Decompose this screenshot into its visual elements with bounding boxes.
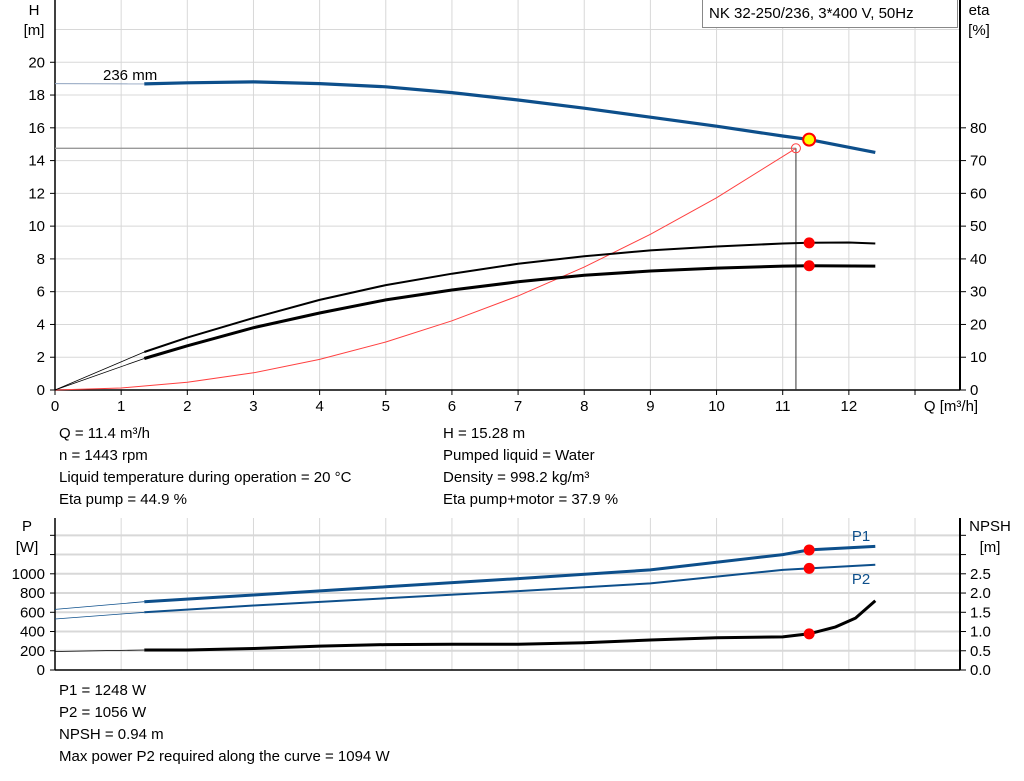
info-temperature: Liquid temperature during operation = 20…: [59, 469, 352, 486]
y-axis-label-unit: [W]: [16, 539, 39, 556]
info-bottom: P1 = 1248 W P2 = 1056 W NPSH = 0.94 m Ma…: [59, 680, 390, 768]
system-curve: [54, 147, 797, 391]
y-tick-label: 800: [20, 585, 45, 602]
y2-tick-label: 10: [970, 349, 987, 366]
y-axis-label-unit: [m]: [24, 22, 45, 39]
y2-axis-label-unit: [m]: [980, 539, 1001, 556]
eta-pump-motor-duty-marker: [803, 260, 815, 272]
eta-pump-motor-curve-extrapolated: [54, 358, 145, 391]
y-tick-label: 8: [37, 251, 45, 268]
y2-tick-label: 0: [970, 382, 978, 399]
eta-pump-duty-marker: [803, 237, 815, 249]
x-tick-label: 3: [249, 398, 257, 415]
y-axis-label-p: P: [22, 518, 32, 535]
info-density: Density = 998.2 kg/m³: [443, 469, 590, 486]
npsh-duty-marker: [803, 628, 815, 640]
y2-tick-label: 30: [970, 284, 987, 301]
npsh-curve: [144, 599, 877, 652]
y-tick-label: 400: [20, 624, 45, 641]
duty-point-marker: [802, 132, 817, 147]
y-tick-label: 4: [37, 316, 45, 333]
system-intersection-marker: [790, 143, 801, 154]
x-tick-label: 11: [775, 398, 791, 415]
x-tick-label: 2: [183, 398, 191, 415]
chart-title: NK 32-250/236, 3*400 V, 50Hz: [702, 0, 958, 28]
y2-tick-label: 20: [970, 316, 987, 333]
y2-tick-label: 80: [970, 120, 987, 137]
y2-tick-label: 1.5: [970, 604, 991, 621]
p1-duty-marker: [803, 544, 815, 556]
x-tick-label: 10: [708, 398, 725, 415]
y2-axis-label-eta: eta: [969, 2, 991, 19]
y2-tick-label: 70: [970, 153, 987, 170]
y-tick-label: 200: [20, 643, 45, 660]
y-tick-label: 600: [20, 604, 45, 621]
y-tick-label: 14: [28, 153, 45, 170]
y-tick-label: 1000: [12, 566, 45, 583]
x-tick-label: 1: [117, 398, 125, 415]
y2-tick-label: 0.5: [970, 643, 991, 660]
y2-tick-label: 50: [970, 218, 987, 235]
y-tick-label: 20: [28, 54, 45, 71]
p2-duty-marker: [803, 562, 815, 574]
x-axis-label: Q [m³/h]: [924, 398, 978, 415]
x-tick-label: 0: [51, 398, 59, 415]
x-tick-label: 4: [315, 398, 323, 415]
y2-tick-label: 2.0: [970, 585, 991, 602]
info-left: Q = 11.4 m³/h n = 1443 rpm Liquid temper…: [59, 423, 351, 511]
y-tick-label: 10: [28, 218, 45, 235]
y-tick-label: 18: [28, 87, 45, 104]
x-tick-label: 6: [448, 398, 456, 415]
y-tick-label: 0: [37, 662, 45, 679]
head-curve: [144, 80, 876, 154]
y2-tick-label: 0.0: [970, 662, 991, 679]
x-tick-label: 8: [580, 398, 588, 415]
y-tick-label: 2: [37, 349, 45, 366]
eta-pump-motor-curve: [143, 264, 876, 360]
p1-curve-extrapolated: [54, 601, 145, 610]
y-axis-label-h: H: [29, 2, 40, 19]
eta-pump-curve-extrapolated: [54, 351, 145, 391]
npsh-curve-extrapolated: [54, 649, 145, 652]
info-speed: n = 1443 rpm: [59, 447, 148, 464]
y2-tick-label: 40: [970, 251, 987, 268]
info-npsh: NPSH = 0.94 m: [59, 726, 164, 743]
impeller-diameter-label: 236 mm: [103, 67, 157, 84]
x-tick-label: 12: [841, 398, 858, 415]
x-tick-label: 5: [382, 398, 390, 415]
info-eta-pump: Eta pump = 44.9 %: [59, 491, 187, 508]
x-tick-label: 7: [514, 398, 522, 415]
y2-tick-label: 1.0: [970, 624, 991, 641]
info-q: Q = 11.4 m³/h: [59, 425, 151, 442]
y-tick-label: 0: [37, 382, 45, 399]
y-tick-label: 12: [28, 185, 45, 202]
info-eta-pump-motor: Eta pump+motor = 37.9 %: [443, 491, 619, 508]
p2-label: P2: [852, 571, 870, 588]
y2-axis-label-npsh: NPSH: [969, 518, 1011, 535]
y2-tick-label: 60: [970, 185, 987, 202]
info-liquid: Pumped liquid = Water: [443, 447, 595, 464]
p2-curve-extrapolated: [54, 611, 145, 620]
info-p2: P2 = 1056 W: [59, 704, 147, 721]
y-tick-label: 16: [28, 120, 45, 137]
p1-label: P1: [852, 528, 870, 545]
y-tick-label: 6: [37, 284, 45, 301]
info-max-power: Max power P2 required along the curve = …: [59, 748, 390, 765]
info-p1: P1 = 1248 W: [59, 682, 147, 699]
x-tick-label: 9: [646, 398, 654, 415]
info-h: H = 15.28 m: [443, 425, 526, 442]
y2-axis-label-unit: [%]: [968, 22, 990, 39]
y2-tick-label: 2.5: [970, 566, 991, 583]
info-right: H = 15.28 m Pumped liquid = Water Densit…: [443, 423, 618, 511]
